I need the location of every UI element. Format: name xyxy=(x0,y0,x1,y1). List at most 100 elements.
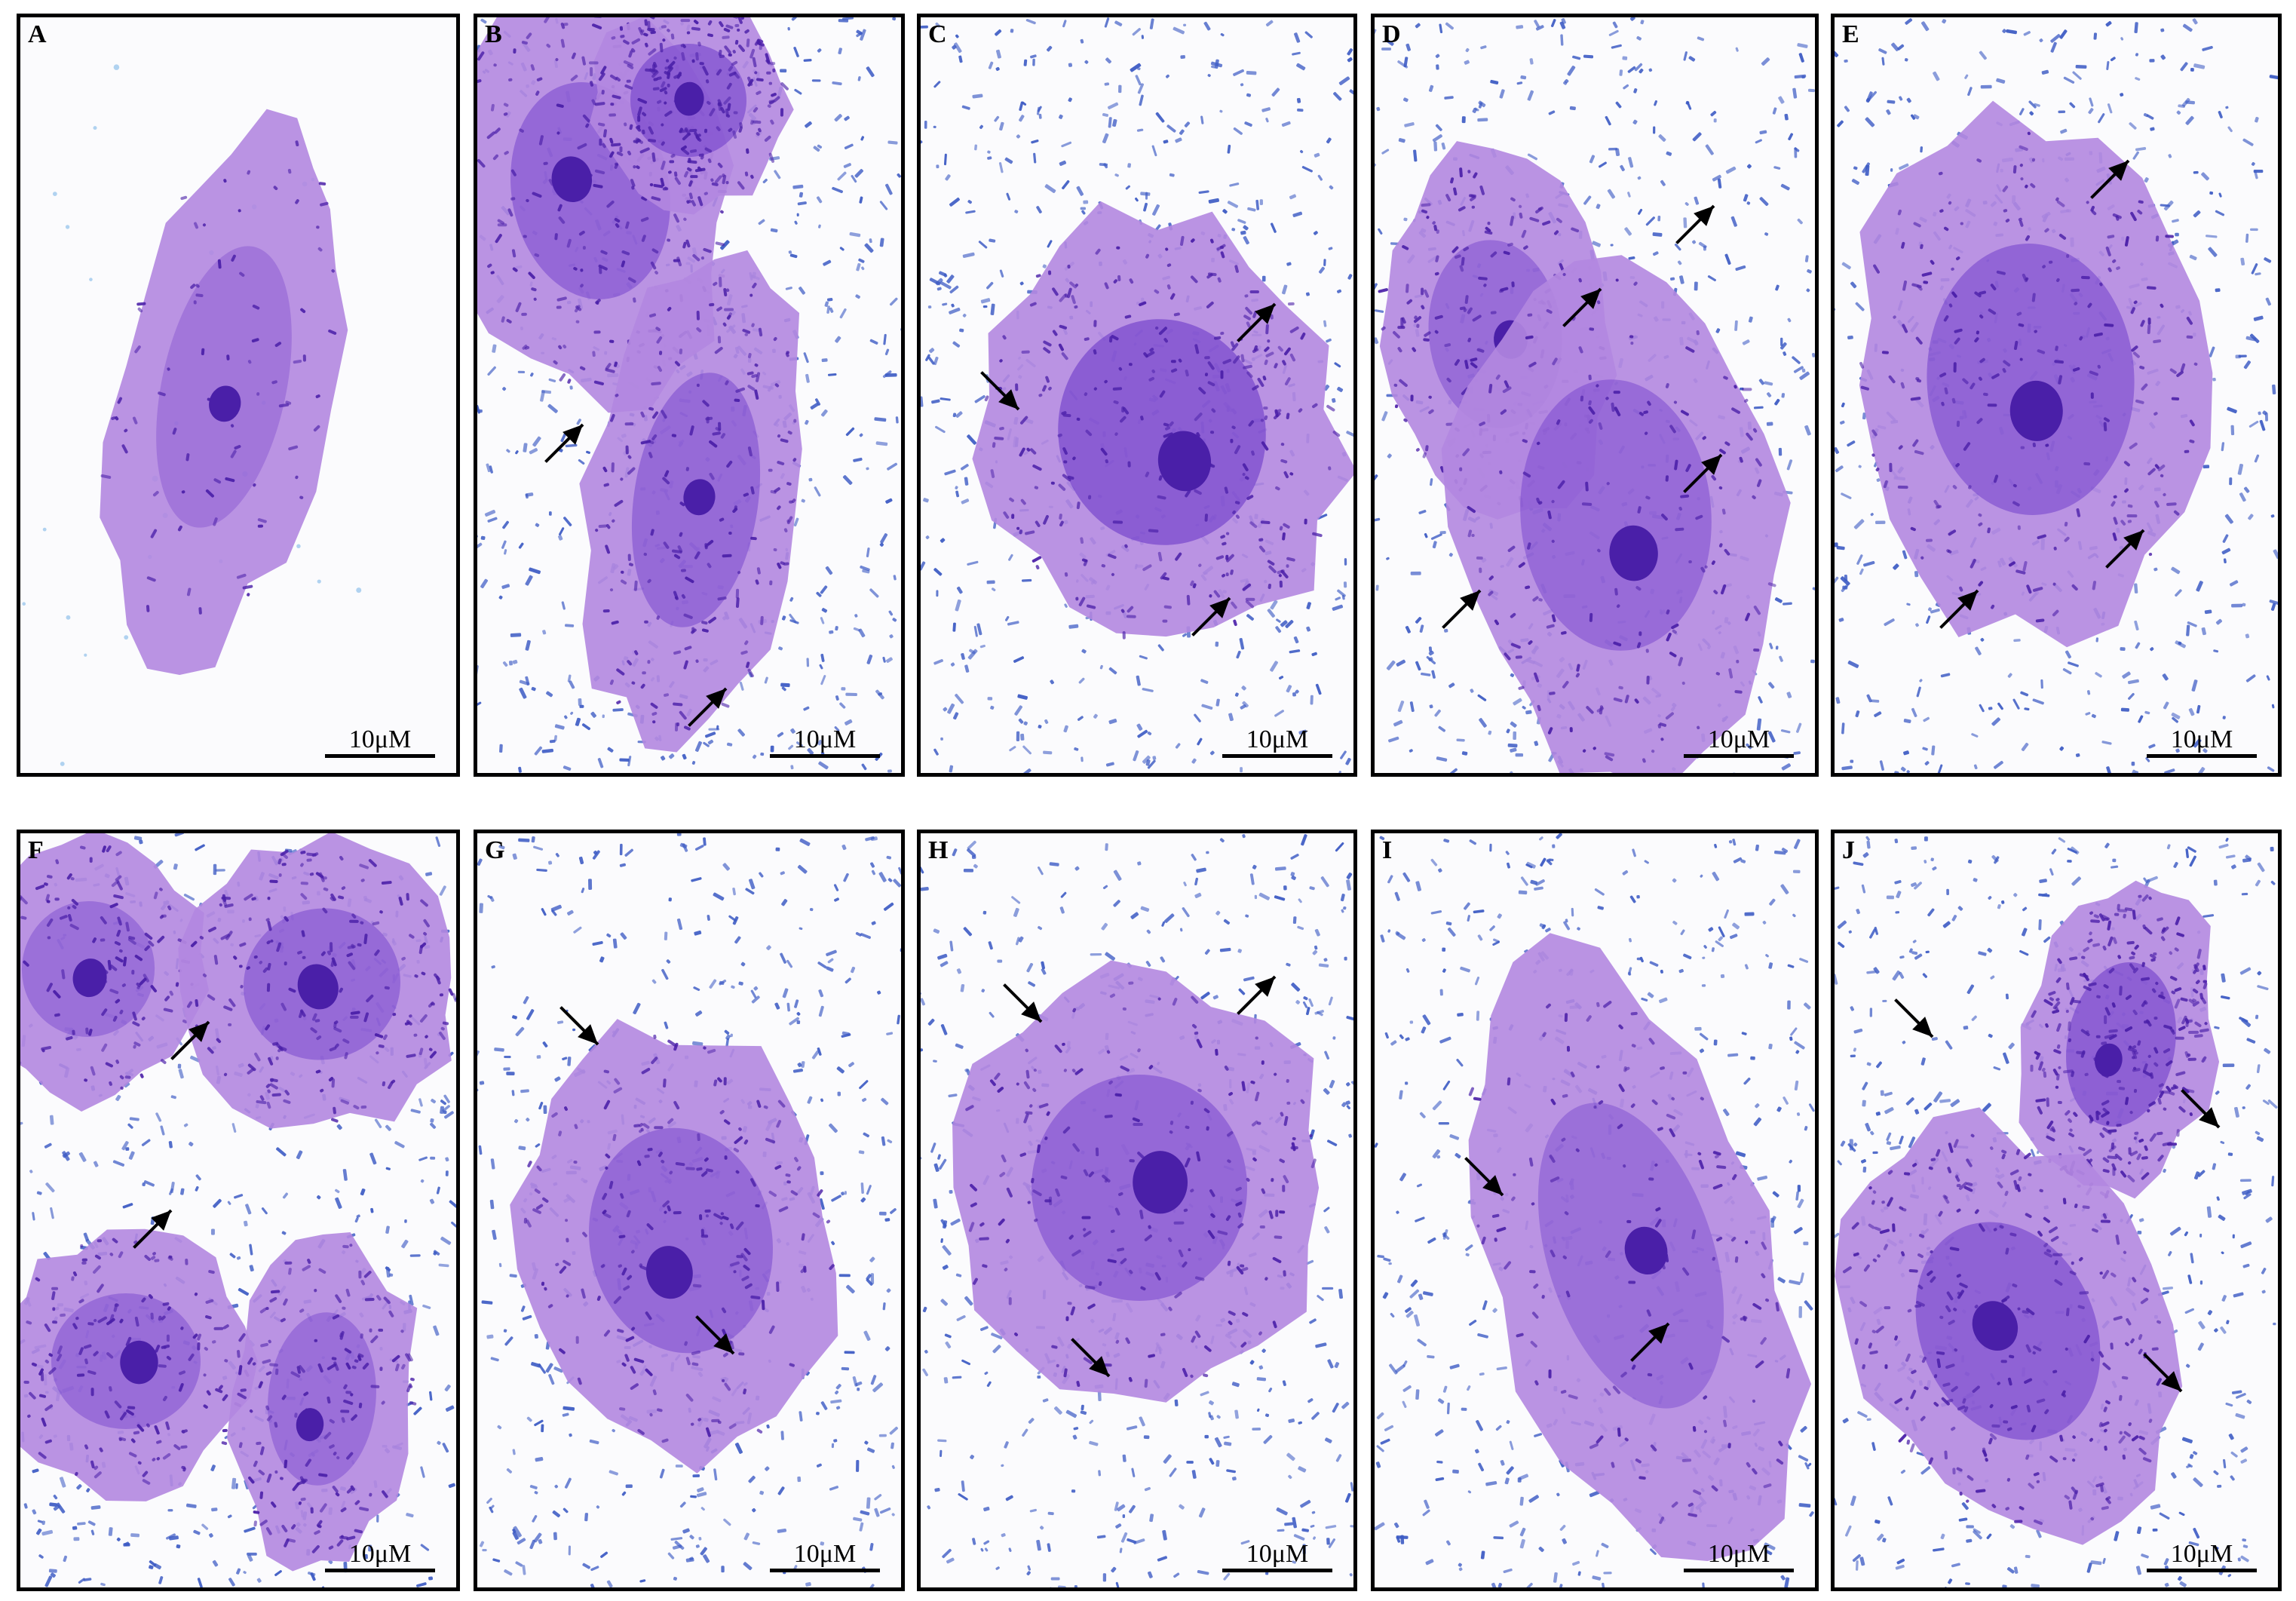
scale-bar-label: 10μM xyxy=(348,725,412,753)
cell-nucleus xyxy=(645,1246,693,1299)
scale-bar: 10μM xyxy=(770,1541,880,1572)
micrograph-image xyxy=(20,833,456,1587)
panel-label: I xyxy=(1382,836,1393,864)
arrow-marker xyxy=(151,1210,171,1231)
scale-bar-label: 10μM xyxy=(1246,1540,1309,1568)
scale-bar-label: 10μM xyxy=(1246,725,1309,753)
arrow-marker xyxy=(1957,590,1978,611)
cell-nucleus xyxy=(674,81,704,116)
cell-nucleus xyxy=(1157,431,1212,492)
scale-bar-label: 10μM xyxy=(793,1540,857,1568)
epithelial-cell xyxy=(1835,1107,2183,1545)
panel-label: E xyxy=(1842,20,1859,48)
scale-bar: 10μM xyxy=(325,727,435,758)
cell-nucleus xyxy=(296,1408,324,1442)
scale-bar-line xyxy=(1222,754,1332,758)
panel-h: H 10μM xyxy=(917,830,1357,1591)
arrow-marker xyxy=(706,689,726,709)
arrow-marker xyxy=(998,389,1019,409)
scale-bar: 10μM xyxy=(770,727,880,758)
epithelial-cell xyxy=(579,250,802,753)
panel-label: F xyxy=(28,836,44,864)
scale-bar-label: 10μM xyxy=(1707,725,1770,753)
panel-label: B xyxy=(485,20,502,48)
epithelial-cell xyxy=(588,17,794,215)
arrow-marker xyxy=(1460,590,1480,611)
scale-bar-line xyxy=(2147,1569,2257,1572)
arrow-marker xyxy=(1694,206,1714,226)
panel-i: I 10μM xyxy=(1371,830,1819,1591)
cell-nucleus xyxy=(551,156,593,203)
arrow-marker xyxy=(1255,977,1275,997)
cell-nucleus xyxy=(1624,1226,1668,1275)
scale-bar-label: 10μM xyxy=(793,725,857,753)
micrograph-image xyxy=(1835,17,2278,773)
arrow-marker xyxy=(2161,1371,2181,1391)
scale-bar-line xyxy=(770,754,880,758)
scale-bar-line xyxy=(1684,1569,1794,1572)
epithelial-cell xyxy=(1859,100,2213,648)
micrograph-image xyxy=(921,17,1353,773)
scale-bar-line xyxy=(2147,754,2257,758)
panel-b: B 10μM xyxy=(474,14,905,777)
epithelial-cell xyxy=(1441,255,1791,773)
arrow-marker xyxy=(1648,1323,1669,1344)
arrow-marker xyxy=(1021,1001,1041,1022)
scale-bar: 10μM xyxy=(1684,1541,1794,1572)
cell-nucleus xyxy=(72,958,107,998)
micrograph-image xyxy=(477,17,901,773)
panel-label: D xyxy=(1382,20,1401,48)
panel-f: F 10μM xyxy=(17,830,460,1591)
cell-nucleus xyxy=(297,964,339,1010)
scale-bar-line xyxy=(1222,1569,1332,1572)
arrow-marker xyxy=(1089,1356,1109,1376)
epithelial-cell xyxy=(2019,880,2220,1199)
panel-d: D 10μM xyxy=(1371,14,1819,777)
panel-g: G 10μM xyxy=(474,830,905,1591)
arrow-marker xyxy=(2199,1107,2219,1127)
cell-nucleus xyxy=(2009,380,2063,441)
cell-nucleus xyxy=(1609,525,1658,581)
scale-bar-label: 10μM xyxy=(2170,725,2233,753)
scale-bar: 10μM xyxy=(325,1541,435,1572)
scale-bar-label: 10μM xyxy=(348,1540,412,1568)
epithelial-cell xyxy=(20,833,210,1112)
panel-a: A 10μM xyxy=(17,14,460,777)
panel-label: J xyxy=(1842,836,1855,864)
arrow-marker xyxy=(1255,304,1275,324)
scale-bar: 10μM xyxy=(2147,727,2257,758)
arrow-marker xyxy=(1701,455,1721,475)
micrograph-image xyxy=(1375,833,1815,1587)
cell-nucleus xyxy=(683,479,716,516)
arrow-marker xyxy=(2123,530,2144,551)
panel-label: C xyxy=(928,20,947,48)
micrograph-image xyxy=(1375,17,1815,773)
micrograph-image xyxy=(477,833,901,1587)
epithelial-cell xyxy=(226,1232,418,1572)
scale-bar: 10μM xyxy=(1222,727,1332,758)
arrow-marker xyxy=(1580,289,1601,309)
panel-label: H xyxy=(928,836,949,864)
micrograph-image xyxy=(921,833,1353,1587)
scale-bar: 10μM xyxy=(1684,727,1794,758)
cell-nucleus xyxy=(2095,1043,2123,1077)
cell-nucleus xyxy=(209,385,241,422)
micrograph-image xyxy=(1835,833,2278,1587)
micrograph-image xyxy=(20,17,456,773)
epithelial-cell xyxy=(20,1228,258,1501)
scale-bar-line xyxy=(325,754,435,758)
arrow-marker xyxy=(189,1022,209,1042)
epithelial-cell xyxy=(178,833,456,1129)
arrow-marker xyxy=(1482,1175,1503,1195)
epithelial-cell xyxy=(952,960,1320,1403)
scale-bar-line xyxy=(325,1569,435,1572)
arrow-marker xyxy=(1912,1017,1933,1037)
arrow-marker xyxy=(578,1024,598,1044)
panel-j: J 10μM xyxy=(1831,830,2282,1591)
arrow-marker xyxy=(713,1333,734,1354)
scale-bar-line xyxy=(770,1569,880,1572)
cell-nucleus xyxy=(1972,1301,2019,1351)
panel-label: G xyxy=(485,836,505,864)
epithelial-cell xyxy=(100,109,348,676)
scale-bar: 10μM xyxy=(2147,1541,2257,1572)
